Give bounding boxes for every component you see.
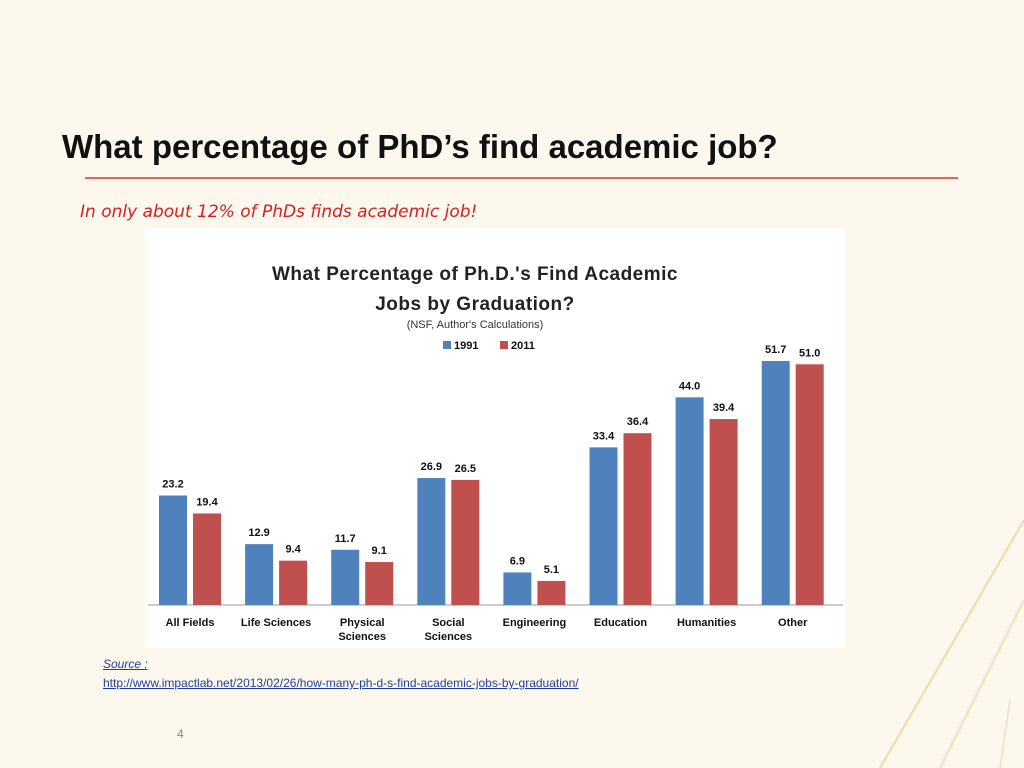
- bar: [709, 419, 738, 605]
- bar: [331, 549, 360, 605]
- chart: 1991 2011 23.2 19.4 12.9 9.4 11.7 9.1 26.9 26.5 6.…: [145, 228, 845, 648]
- x-tick-label: Humanities: [676, 617, 737, 629]
- value-label: 33.4: [593, 430, 615, 442]
- bar: [537, 580, 566, 605]
- value-label: 26.9: [421, 461, 442, 473]
- bar: [245, 544, 274, 605]
- bar: [451, 479, 480, 605]
- x-tick-label: Engineering: [502, 617, 567, 629]
- value-label: 6.9: [510, 555, 525, 567]
- bar: [417, 478, 446, 605]
- bar: [589, 447, 618, 605]
- x-tick-label: All Fields: [165, 617, 215, 629]
- value-label: 9.1: [372, 545, 387, 557]
- x-tick-label: Other: [778, 617, 808, 629]
- chart-title: What Percentage of Ph.D.'s Find Academic…: [271, 264, 678, 315]
- x-tick-label: Physical Sciences: [338, 617, 387, 643]
- bar: [193, 513, 221, 605]
- bar: [365, 562, 394, 605]
- value-label: 12.9: [248, 527, 269, 539]
- slide-title: What percentage of PhD’s find academic j…: [62, 128, 778, 165]
- value-label: 39.4: [713, 402, 735, 414]
- bar: [159, 495, 187, 605]
- source-link[interactable]: http://www.impactlab.net/2013/02/26/how-…: [103, 676, 579, 690]
- page-number: 4: [177, 727, 184, 741]
- chart-subtitle: (NSF, Author's Calculations): [406, 319, 544, 331]
- value-label: 36.4: [627, 416, 649, 428]
- chart-plot: 1991 2011 23.2 19.4 12.9 9.4 11.7 9.1 26.9 26.5 6.…: [148, 340, 843, 606]
- slide-subtitle: In only about 12% of PhDs finds academic…: [80, 202, 478, 222]
- bar: [675, 397, 704, 605]
- bar: [623, 433, 652, 605]
- value-label: 26.5: [455, 463, 476, 475]
- source-label[interactable]: Source :: [103, 657, 148, 671]
- legend-swatch: [443, 341, 451, 349]
- value-label: 23.2: [162, 479, 183, 491]
- bar: [761, 361, 790, 605]
- value-label: 51.7: [765, 344, 786, 356]
- value-label: 51.0: [799, 347, 820, 359]
- bar: [795, 364, 824, 605]
- value-label: 9.4: [285, 544, 301, 556]
- legend-label: 1991: [454, 340, 478, 352]
- value-label: 44.0: [679, 380, 700, 392]
- value-label: 5.1: [544, 564, 559, 576]
- legend-swatch: [500, 341, 508, 349]
- x-tick-label: Social Sciences: [424, 617, 473, 643]
- bar: [279, 560, 308, 605]
- bar: [503, 572, 532, 605]
- value-label: 11.7: [335, 533, 356, 545]
- x-tick-label: Education: [593, 617, 648, 629]
- x-tick-label: Life Sciences: [240, 617, 312, 629]
- value-label: 19.4: [196, 496, 218, 508]
- legend-label: 2011: [511, 340, 535, 352]
